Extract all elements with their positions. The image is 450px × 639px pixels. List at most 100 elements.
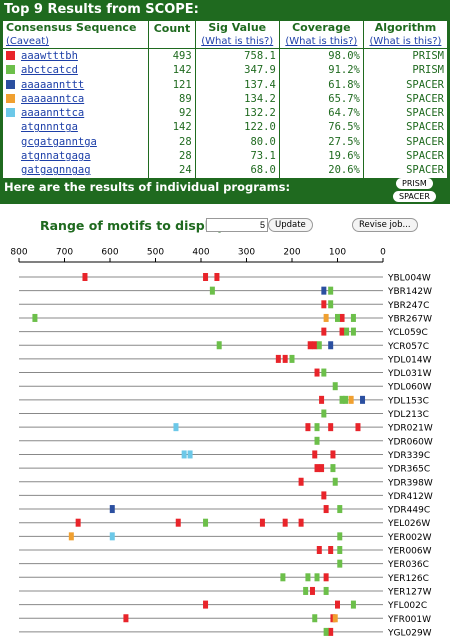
help-link[interactable]: (What is this?) (285, 36, 358, 47)
gene-label: YDR060W (387, 437, 433, 447)
motif-site (314, 573, 320, 582)
motif-site (316, 341, 322, 350)
sequence-link[interactable]: aaaaannttt (21, 78, 85, 91)
value-cell: 19.6% (278, 149, 364, 164)
value-cell: 91.2% (278, 63, 364, 78)
motif-site (312, 614, 318, 623)
motif-site (314, 464, 320, 473)
motif-site (32, 313, 38, 322)
x-tick-label: 400 (192, 248, 209, 258)
prism-button[interactable]: PRISM (396, 178, 433, 189)
value-cell: 758.1 (194, 48, 280, 64)
help-link[interactable]: (Caveat) (6, 36, 50, 47)
help-link[interactable]: (What is this?) (201, 36, 274, 47)
range-input[interactable] (206, 218, 268, 232)
value-cell: 24 (148, 163, 196, 178)
gene-label: YDL060W (387, 383, 432, 393)
result-row: atgnnntga 142 122.0 76.5% SPACER (1, 120, 449, 135)
motif-site (123, 614, 129, 623)
motif-site (173, 423, 179, 432)
sequence-cell: abctcatcd (1, 63, 150, 78)
sequence-link[interactable]: aaaaanntca (21, 92, 85, 105)
sequence-cell: aaaaanntca (1, 91, 150, 107)
color-key (6, 79, 15, 89)
motif-site (305, 573, 311, 582)
x-tick-label: 700 (56, 248, 73, 258)
gene-label: YDL031W (387, 369, 432, 379)
gene-label: YDR398W (387, 478, 433, 488)
motif-site (321, 300, 327, 309)
motif-site (68, 532, 74, 541)
sequence-link[interactable]: gatgagnngag (21, 164, 91, 177)
motif-site (280, 573, 286, 582)
motif-site (328, 546, 334, 554)
result-row: aaawtttbh 493 758.1 98.0% PRISM (1, 48, 449, 64)
sequence-link[interactable]: atgnnatgaga (21, 150, 91, 163)
result-row: gcgatganntga 28 80.0 27.5% SPACER (1, 134, 449, 150)
motif-site (332, 477, 338, 486)
motif-site (355, 423, 361, 432)
spacer-button[interactable]: SPACER (393, 191, 436, 202)
sequence-link[interactable]: gcgatganntga (21, 135, 97, 148)
motif-site (337, 505, 343, 514)
value-cell: 98.0% (278, 48, 364, 64)
gene-label: YGL029W (387, 628, 432, 638)
color-key (6, 65, 15, 75)
sequence-link[interactable]: aaawtttbh (21, 50, 78, 62)
column-header: Consensus Sequence (Caveat) (1, 20, 150, 49)
value-cell: SPACER (362, 149, 449, 164)
result-row: aaaannttca 92 132.2 64.7% SPACER (1, 106, 449, 121)
motif-site (109, 532, 115, 541)
sequence-cell: gatgagnngag (1, 163, 150, 178)
motif-site (303, 586, 309, 595)
motif-site (109, 505, 115, 514)
help-link[interactable]: (What is this?) (369, 36, 442, 47)
motif-site (343, 395, 349, 404)
motif-site (328, 423, 334, 432)
gene-label: YFR001W (387, 615, 431, 625)
motif-site (350, 600, 356, 609)
color-key (6, 51, 15, 60)
value-cell: 76.5% (278, 120, 364, 135)
update-button[interactable]: Update (268, 218, 313, 232)
motif-site (332, 382, 338, 391)
value-cell: 121 (148, 77, 196, 92)
sequence-link[interactable]: abctcatcd (21, 64, 78, 77)
motif-site (319, 464, 325, 473)
value-cell: 80.0 (194, 134, 280, 150)
header-row: Consensus Sequence (Caveat) Count Sig Valu… (1, 20, 449, 49)
value-cell: SPACER (362, 106, 449, 121)
gene-label: YER036C (387, 560, 429, 570)
value-cell: 20.6% (278, 163, 364, 178)
color-key (6, 93, 15, 103)
results-panel: Top 9 Results from SCOPE: Consensus Sequ… (0, 0, 450, 204)
motif-site (203, 600, 209, 609)
motif-site (305, 423, 311, 432)
value-cell: 73.1 (194, 149, 280, 164)
motif-site (321, 491, 327, 500)
motif-site (203, 273, 209, 281)
motif-site (350, 327, 356, 336)
gene-label: YER002W (387, 533, 432, 543)
motif-site (328, 286, 334, 295)
range-label: Range of motifs to display: (40, 218, 231, 233)
color-key (6, 108, 15, 118)
sequence-cell: aaaannttca (1, 106, 150, 121)
results-table: Consensus Sequence (Caveat) Count Sig Valu… (1, 20, 449, 178)
motif-site (323, 313, 329, 322)
sequence-link[interactable]: aaaannttca (21, 107, 85, 120)
result-row: aaaaannttt 121 137.4 61.8% SPACER (1, 77, 449, 92)
gene-label: YER127W (387, 587, 432, 597)
motif-site (337, 559, 343, 568)
motif-site (187, 450, 193, 459)
motif-site (328, 627, 334, 636)
sequence-cell: atgnnntga (1, 120, 150, 135)
value-cell: SPACER (362, 120, 449, 135)
gene-label: YDR449C (387, 506, 430, 516)
value-cell: SPACER (362, 163, 449, 178)
sequence-link[interactable]: atgnnntga (21, 121, 78, 134)
revise-button[interactable]: Revise job... (352, 218, 418, 232)
motif-site (314, 423, 320, 432)
gene-label: YFL002C (387, 601, 427, 611)
motif-site (328, 300, 334, 309)
